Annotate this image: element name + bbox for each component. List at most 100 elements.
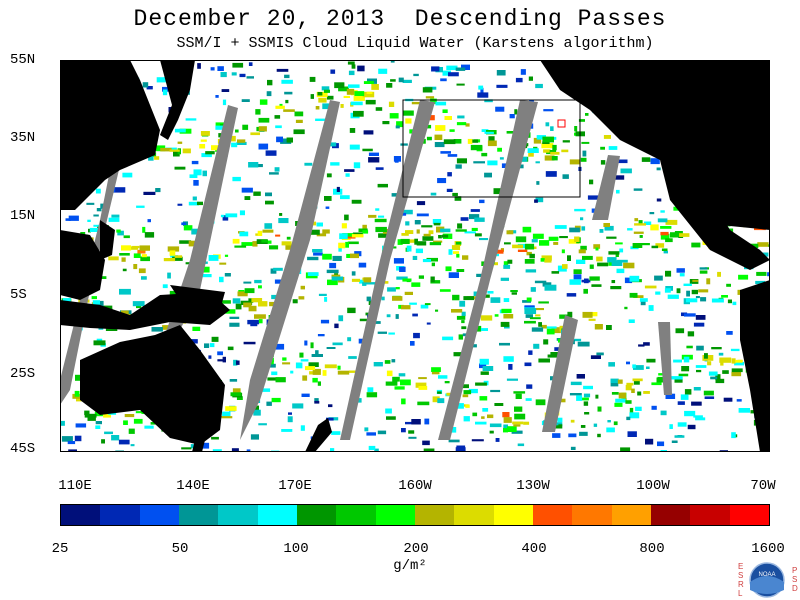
cloud-cell <box>614 402 623 407</box>
cloud-cell <box>388 101 395 107</box>
cloud-cell <box>493 188 501 195</box>
cloud-cell <box>169 250 176 256</box>
cloud-cell <box>463 296 474 301</box>
cloud-cell <box>656 377 668 383</box>
swath-gap <box>542 315 578 432</box>
cloud-cell <box>509 114 515 119</box>
cloud-cell <box>423 233 431 237</box>
cloud-cell <box>557 417 563 423</box>
cloud-cell <box>250 322 258 327</box>
cloud-cell <box>632 364 636 369</box>
cloud-cell <box>344 214 349 221</box>
cloud-cell <box>671 376 683 380</box>
colorbar-swatch-10 <box>454 505 494 525</box>
cloud-cell <box>307 272 319 276</box>
cloud-cell <box>375 208 380 211</box>
cloud-cell <box>660 210 665 213</box>
cloud-cell <box>254 279 262 284</box>
cloud-cell <box>589 179 594 185</box>
cloud-cell <box>495 249 504 254</box>
cloud-cell <box>440 228 451 233</box>
cloud-cell <box>550 126 554 131</box>
cloud-cell <box>201 153 212 158</box>
cloud-cell <box>495 438 500 442</box>
cloud-cell <box>111 214 120 218</box>
colorbar-label-200: 200 <box>403 541 429 557</box>
colorbar <box>60 504 770 526</box>
cloud-cell <box>693 322 705 327</box>
cloud-cell <box>255 109 261 115</box>
cloud-cell <box>457 115 465 119</box>
cloud-cell <box>523 421 530 425</box>
colorbar-label-800: 800 <box>639 541 665 557</box>
cloud-cell <box>535 83 543 89</box>
cloud-cell <box>470 144 483 151</box>
cloud-cell <box>326 173 332 178</box>
cloud-cell <box>550 376 555 381</box>
cloud-cell <box>644 221 652 225</box>
colorbar-swatch-17 <box>729 505 769 525</box>
cloud-cell <box>456 158 467 164</box>
cloud-cell <box>535 197 544 203</box>
cloud-cell <box>536 135 546 140</box>
cloud-cell <box>116 229 121 233</box>
cloud-cell <box>655 243 665 248</box>
cloud-cell <box>236 360 240 365</box>
cloud-cell <box>568 433 577 438</box>
cloud-cell <box>610 381 619 387</box>
cloud-cell <box>285 99 289 104</box>
cloud-cell <box>479 396 488 401</box>
cloud-cell <box>162 89 168 96</box>
cloud-cell <box>574 236 580 242</box>
cloud-cell <box>698 289 709 293</box>
cloud-cell <box>428 230 434 235</box>
cloud-cell <box>676 268 685 273</box>
cloud-cell <box>650 224 659 231</box>
cloud-cell <box>526 384 533 389</box>
cloud-cell <box>301 393 310 397</box>
cloud-cell <box>562 174 569 179</box>
noaa-logo: NOAA <box>749 562 785 598</box>
cloud-cell <box>366 392 378 398</box>
cloud-cell <box>633 379 640 385</box>
cloud-cell <box>624 277 633 284</box>
cloud-cell <box>225 309 236 314</box>
cloud-cell <box>644 285 657 289</box>
cloud-cell <box>219 276 224 283</box>
cloud-cell <box>138 268 146 274</box>
cloud-cell <box>431 371 440 375</box>
cloud-cell <box>585 113 589 116</box>
cloud-cell <box>517 249 528 252</box>
cloud-cell <box>455 241 462 245</box>
cloud-cell <box>349 128 356 133</box>
cloud-cell <box>583 385 593 390</box>
cloud-cell <box>266 91 272 97</box>
cloud-cell <box>425 96 435 99</box>
cloud-cell <box>527 148 539 153</box>
cloud-cell <box>314 398 319 403</box>
cloud-cell <box>442 234 449 238</box>
cloud-cell <box>265 150 277 156</box>
cloud-cell <box>431 367 441 372</box>
colorbar-swatch-13 <box>572 505 612 525</box>
cloud-cell <box>591 284 602 287</box>
cloud-cell <box>632 378 643 382</box>
cloud-cell <box>211 436 219 440</box>
cloud-cell <box>242 124 249 130</box>
cloud-cell <box>374 448 379 452</box>
cloud-cell <box>144 425 154 429</box>
cloud-cell <box>144 232 155 238</box>
cloud-cell <box>738 408 750 413</box>
cloud-cell <box>444 116 452 120</box>
cloud-cell <box>295 362 303 369</box>
cloud-cell <box>375 167 384 170</box>
cloud-cell <box>363 130 374 135</box>
cloud-cell <box>488 136 495 141</box>
cloud-cell <box>404 291 413 295</box>
cloud-cell <box>86 202 95 205</box>
colorbar-swatch-9 <box>414 505 455 525</box>
cloud-cell <box>503 427 508 433</box>
colorbar-label-25: 25 <box>51 541 69 557</box>
cloud-cell <box>258 143 269 150</box>
cloud-cell <box>101 439 105 444</box>
